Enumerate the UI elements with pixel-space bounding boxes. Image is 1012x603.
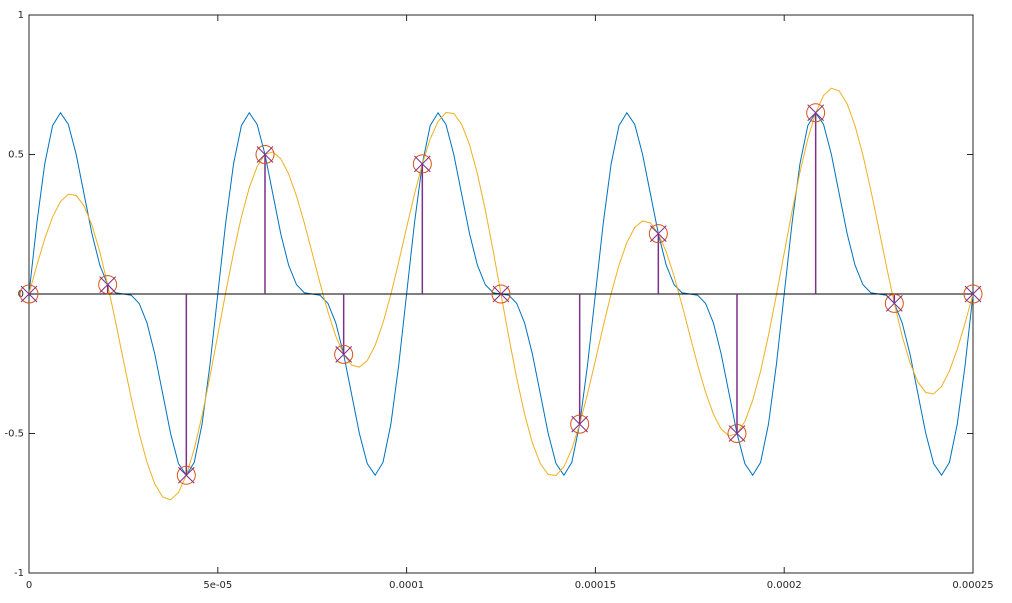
stem-cross	[20, 285, 38, 303]
stem-marker	[491, 284, 511, 304]
y-tick-label: 1	[18, 10, 24, 21]
x-tick-label: 0.00015	[575, 580, 616, 591]
y-tick-label: -0.5	[4, 429, 24, 440]
y-tick-label: -1	[14, 568, 24, 579]
y-tick-label: 0	[18, 289, 24, 300]
stem-marker	[570, 414, 590, 434]
stem-marker	[19, 284, 39, 304]
stem-marker	[806, 103, 826, 123]
stem-marker	[727, 424, 747, 443]
x-tick-label: 0	[26, 580, 32, 591]
stem-cross	[492, 285, 510, 303]
x-tick-label: 0.0001	[389, 580, 424, 591]
stem-marker	[963, 284, 983, 304]
stem-marker	[98, 275, 118, 295]
y-tick-label: 0.5	[8, 150, 24, 161]
stem-cross	[964, 285, 982, 303]
stem-marker	[255, 145, 275, 164]
stem-marker	[884, 293, 904, 313]
stem-cross	[256, 146, 274, 163]
stem-marker	[334, 344, 354, 364]
stem-cross	[649, 225, 667, 242]
stem-cross	[807, 104, 825, 122]
x-tick-label: 5e-05	[203, 580, 232, 591]
stem-marker	[176, 465, 196, 485]
x-tick-label: 0.00025	[952, 580, 993, 591]
stem-cross	[335, 346, 353, 363]
stem-cross	[728, 425, 746, 442]
stem-marker	[648, 224, 668, 244]
stem-cross	[885, 294, 903, 312]
stem-cross	[413, 155, 431, 173]
stem-cross	[177, 466, 195, 484]
x-tick-label: 0.0002	[767, 580, 802, 591]
stem-cross	[99, 276, 117, 294]
stem-marker	[412, 154, 432, 174]
stem-cross	[571, 415, 589, 433]
